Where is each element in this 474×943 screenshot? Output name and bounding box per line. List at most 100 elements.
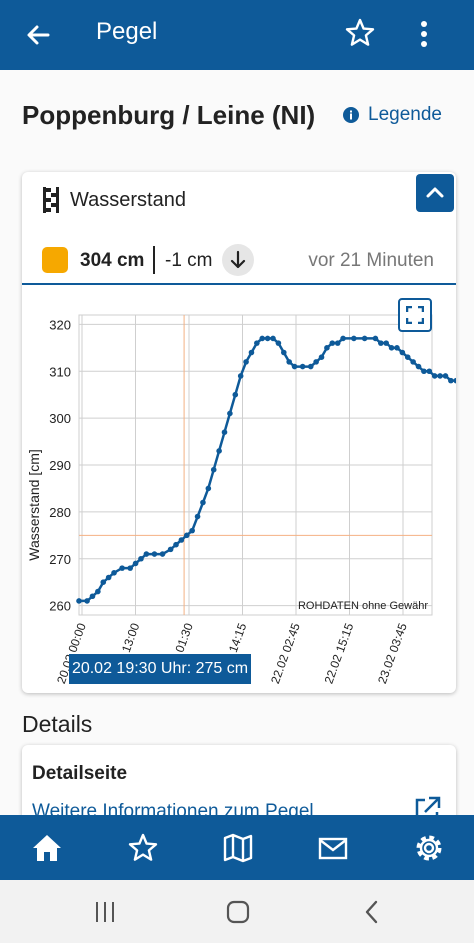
y-tick-label: 270: [49, 552, 71, 567]
data-point: [227, 410, 233, 417]
app-bar: Pegel: [0, 0, 474, 70]
card-title: Wasserstand: [70, 189, 186, 211]
data-point: [270, 335, 276, 342]
legend-link[interactable]: Legende: [342, 104, 442, 126]
data-point: [237, 373, 244, 379]
data-point: [372, 335, 379, 342]
x-tick-label: 22.02 02:45: [268, 621, 303, 685]
data-point: [448, 377, 454, 384]
data-point: [334, 340, 341, 346]
y-tick-label: 290: [49, 458, 71, 473]
system-navigation-bar: [0, 880, 474, 943]
station-title: Poppenburg / Leine (NI): [22, 100, 316, 130]
water-level-card: Wasserstand 304 cm -1 cm vor 21 Minuten …: [22, 172, 474, 693]
home-icon[interactable]: [31, 832, 63, 864]
favorites-star-icon[interactable]: [127, 832, 159, 864]
data-point: [119, 565, 125, 571]
data-point: [313, 359, 319, 365]
data-point: [286, 359, 292, 365]
data-point: [254, 340, 260, 346]
data-point: [299, 363, 306, 370]
legend-label: Legende: [368, 104, 442, 125]
favorite-star-icon[interactable]: [344, 17, 376, 49]
data-point: [89, 593, 96, 600]
data-point: [259, 335, 266, 342]
data-point: [394, 345, 400, 351]
raw-data-note: ROHDATEN ohne Gewähr: [298, 600, 428, 612]
current-level: 304 cm: [80, 250, 145, 271]
data-point: [383, 340, 389, 346]
data-point: [216, 448, 222, 454]
data-point: [173, 541, 179, 548]
data-point: [329, 340, 336, 346]
arrow-down-icon: [230, 250, 246, 269]
info-icon: [343, 107, 359, 123]
y-tick-label: 260: [49, 599, 71, 614]
data-point: [178, 537, 185, 543]
more-vert-icon[interactable]: [412, 17, 436, 51]
data-point: [442, 373, 449, 379]
data-point: [351, 335, 357, 342]
y-tick-label: 300: [49, 411, 71, 426]
app-title: Pegel: [96, 18, 158, 45]
details-card-title: Detailseite: [32, 763, 128, 784]
data-point: [143, 551, 150, 557]
data-point: [388, 345, 395, 351]
home-button-icon[interactable]: [224, 898, 252, 926]
data-point: [189, 527, 195, 534]
bottom-navigation: [0, 815, 474, 880]
data-point: [410, 359, 416, 365]
y-axis-label: Wasserstand [cm]: [26, 449, 42, 561]
settings-gear-icon[interactable]: [413, 832, 445, 864]
data-point: [151, 551, 158, 557]
status-underline: [22, 283, 456, 285]
data-point: [307, 363, 314, 370]
data-point: [210, 466, 217, 473]
last-update-time: vor 21 Minuten: [308, 250, 434, 271]
data-point: [159, 551, 166, 557]
data-point: [84, 598, 90, 604]
data-point: [194, 513, 201, 520]
data-point: [248, 349, 255, 356]
data-point: [200, 499, 206, 506]
data-point: [318, 354, 325, 360]
data-point: [264, 335, 271, 342]
collapse-button[interactable]: [416, 174, 454, 212]
data-point: [243, 359, 249, 365]
data-point: [76, 598, 82, 604]
data-point: [132, 560, 139, 567]
data-point: [426, 368, 433, 375]
map-icon[interactable]: [222, 832, 254, 864]
data-point: [324, 345, 330, 351]
recent-apps-icon[interactable]: [91, 898, 119, 926]
fullscreen-icon: [406, 306, 424, 324]
data-point: [138, 555, 144, 562]
current-status-row: 304 cm -1 cm vor 21 Minuten: [22, 234, 456, 284]
status-color-indicator: [42, 247, 68, 273]
back-button-icon[interactable]: [358, 898, 386, 926]
y-tick-label: 280: [49, 505, 71, 520]
details-heading: Details: [22, 711, 93, 737]
chart-tooltip: 20.02 19:30 Uhr: 275 cm: [69, 654, 251, 684]
data-point: [275, 340, 282, 346]
data-point: [453, 377, 460, 384]
data-point: [431, 373, 438, 379]
y-tick-label: 320: [49, 317, 71, 332]
trend-badge: [222, 244, 254, 276]
data-point: [100, 579, 107, 585]
data-point: [221, 429, 228, 435]
chevron-up-icon: [426, 187, 444, 198]
data-point: [127, 565, 133, 571]
back-arrow-icon[interactable]: [22, 19, 54, 51]
data-point: [205, 485, 212, 492]
fullscreen-button[interactable]: [398, 298, 432, 332]
status-divider: [153, 246, 155, 274]
x-tick-label: 22.02 15:15: [321, 621, 356, 685]
data-point: [291, 363, 298, 370]
data-point: [280, 349, 287, 356]
gauge-staff-icon: [43, 187, 59, 213]
mail-icon[interactable]: [317, 832, 349, 864]
data-point: [399, 349, 406, 356]
